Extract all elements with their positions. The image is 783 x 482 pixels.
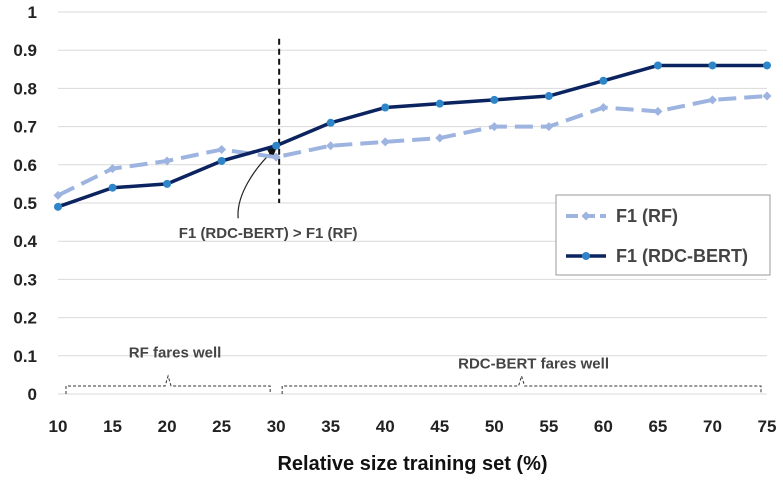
y-tick-labels: 0 0.1 0.2 0.3 0.4 0.5 0.6 0.7 0.8 0.9 1 bbox=[13, 3, 37, 404]
x-tick-label: 45 bbox=[430, 417, 449, 436]
grid-lines bbox=[58, 11, 767, 395]
series-line-rf bbox=[57, 94, 768, 198]
data-point-rf bbox=[271, 152, 281, 162]
crossover-label: F1 (RDC-BERT) > F1 (RF) bbox=[179, 225, 358, 242]
series-line-rdc-bert bbox=[57, 63, 767, 209]
data-point-rdc-bert bbox=[708, 61, 717, 70]
data-point-rf bbox=[707, 95, 717, 105]
y-tick-label: 0.7 bbox=[13, 118, 37, 137]
y-tick-label: 0.2 bbox=[13, 309, 37, 328]
brace-rdc-bert-region bbox=[281, 374, 762, 394]
legend-box bbox=[555, 194, 771, 276]
y-tick-label: 0.8 bbox=[13, 79, 37, 98]
data-point-rf bbox=[653, 106, 663, 116]
brace-rf-region bbox=[65, 374, 271, 394]
region-label-rdc-bert: RDC-BERT fares well bbox=[458, 355, 609, 372]
data-point-rf bbox=[598, 103, 608, 112]
legend: F1 (RF) F1 (RDC-BERT) bbox=[555, 194, 771, 276]
data-point-rdc-bert bbox=[544, 92, 553, 101]
x-tick-label: 40 bbox=[376, 417, 395, 436]
y-tick-label: 0.6 bbox=[13, 156, 37, 175]
x-tick-label: 60 bbox=[594, 417, 613, 436]
data-point-rf bbox=[108, 164, 118, 174]
crossover-arrow bbox=[237, 150, 274, 219]
region-label-rf: RF fares well bbox=[129, 345, 222, 362]
data-point-rf bbox=[326, 141, 336, 151]
y-tick-label: 0.9 bbox=[13, 41, 37, 60]
data-point-rf bbox=[544, 122, 554, 132]
y-tick-label: 0.3 bbox=[13, 270, 37, 289]
x-axis-title: Relative size training set (%) bbox=[277, 453, 547, 475]
x-tick-label: 50 bbox=[485, 417, 504, 436]
legend-marker-rdc-bert bbox=[582, 252, 590, 260]
data-point-rdc-bert bbox=[54, 202, 62, 211]
y-tick-label: 0.1 bbox=[13, 347, 37, 366]
annotations: F1 (RDC-BERT) > F1 (RF) RF fares well RD… bbox=[65, 38, 762, 394]
data-point-rdc-bert bbox=[217, 156, 226, 165]
x-tick-label: 75 bbox=[758, 417, 777, 436]
y-tick-label: 0.4 bbox=[13, 232, 37, 251]
x-tick-labels: 10 15 20 25 30 35 40 45 50 55 60 65 70 75 bbox=[49, 417, 777, 436]
data-point-rdc-bert bbox=[490, 95, 499, 104]
data-point-rdc-bert bbox=[599, 76, 608, 85]
data-point-rdc-bert bbox=[326, 118, 335, 127]
data-point-rdc-bert bbox=[108, 183, 117, 192]
data-point-rf bbox=[162, 156, 172, 166]
y-tick-label: 0.5 bbox=[13, 194, 37, 213]
x-tick-label: 65 bbox=[648, 417, 667, 436]
y-tick-label: 0 bbox=[28, 385, 37, 404]
data-point-rdc-bert bbox=[653, 61, 662, 70]
data-point-rf bbox=[435, 133, 445, 143]
y-tick-label: 1 bbox=[28, 3, 37, 22]
data-point-rf bbox=[53, 190, 63, 200]
data-point-rf bbox=[380, 137, 390, 147]
data-point-rdc-bert bbox=[272, 141, 281, 150]
data-point-rdc-bert bbox=[381, 103, 390, 112]
data-point-rdc-bert bbox=[163, 179, 172, 188]
x-tick-label: 15 bbox=[103, 417, 122, 436]
data-point-rf bbox=[489, 122, 499, 132]
data-point-rf bbox=[762, 91, 772, 101]
crossover-arrow-head bbox=[267, 146, 278, 159]
legend-label-rdc-bert: F1 (RDC-BERT) bbox=[616, 246, 748, 266]
x-tick-label: 55 bbox=[539, 417, 558, 436]
x-tick-label: 70 bbox=[703, 417, 722, 436]
x-tick-label: 10 bbox=[49, 417, 68, 436]
legend-label-rf: F1 (RF) bbox=[616, 206, 678, 226]
data-point-rdc-bert bbox=[435, 99, 444, 108]
data-point-rf bbox=[217, 145, 227, 155]
data-point-rdc-bert bbox=[763, 61, 771, 70]
x-tick-label: 30 bbox=[267, 417, 286, 436]
x-tick-label: 25 bbox=[212, 417, 231, 436]
legend-marker-rf bbox=[581, 211, 591, 221]
x-tick-label: 20 bbox=[158, 417, 177, 436]
series-lines bbox=[53, 61, 772, 211]
x-tick-label: 35 bbox=[321, 417, 340, 436]
